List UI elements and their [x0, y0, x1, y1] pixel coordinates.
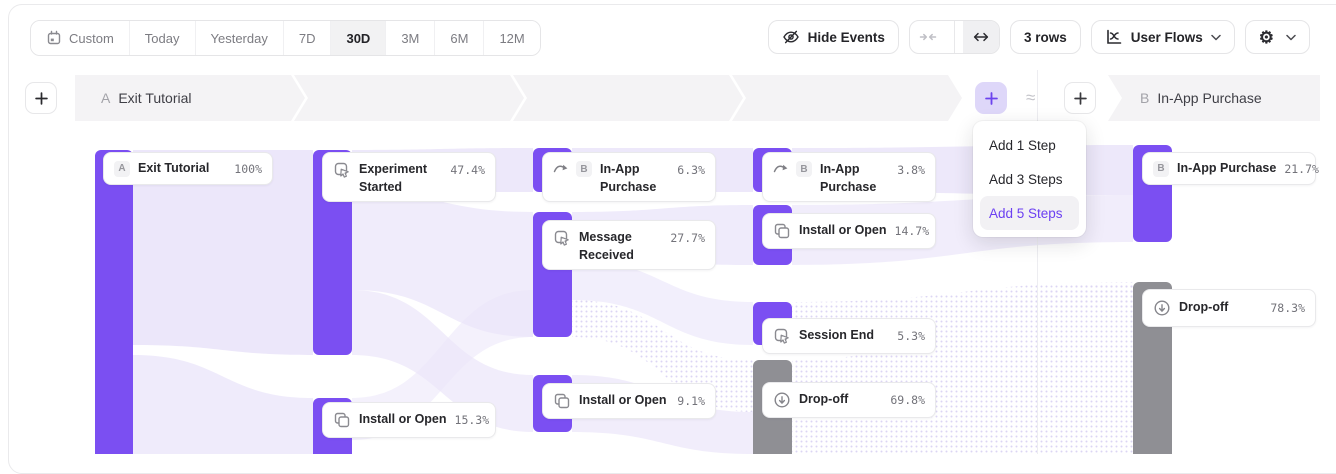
- menu-item-add-1-step[interactable]: Add 1 Step: [989, 137, 1056, 153]
- add-step-button-active[interactable]: [975, 82, 1007, 114]
- date-range-custom[interactable]: Custom: [31, 21, 129, 55]
- date-range-3m[interactable]: 3M: [385, 21, 435, 55]
- date-range-6m[interactable]: 6M: [434, 21, 484, 55]
- event-badge-a: A: [114, 160, 130, 177]
- skip-arrow-icon: [553, 161, 568, 173]
- date-range-label: 6M: [450, 30, 469, 46]
- segment-divider: [953, 21, 955, 53]
- custom-event-icon: [553, 229, 571, 247]
- date-range-label: 12M: [499, 30, 525, 46]
- calendar-icon: [47, 30, 61, 45]
- custom-event-icon: [333, 161, 351, 179]
- gear-icon: ⚙: [1258, 27, 1274, 47]
- event-badge-b: B: [796, 161, 812, 177]
- flow-bar-exit-tutorial[interactable]: [95, 150, 133, 454]
- flow-node-install-15[interactable]: Install or Open 15.3%: [322, 402, 496, 438]
- hide-events-label: Hide Events: [807, 29, 885, 45]
- hide-events-button[interactable]: Hide Events: [767, 20, 899, 54]
- step-letter: B: [1140, 90, 1150, 106]
- menu-item-add-5-steps[interactable]: Add 5 Steps: [980, 196, 1079, 230]
- step-band-label: A Exit Tutorial: [75, 75, 305, 121]
- date-range-label: Today: [144, 30, 180, 46]
- step-band-segment-3[interactable]: [513, 75, 743, 121]
- spacing-toggle: [908, 20, 1000, 54]
- view-selector-label: User Flows: [1130, 29, 1203, 45]
- date-range-label: Yesterday: [210, 30, 268, 46]
- rows-label: 3 rows: [1023, 29, 1067, 45]
- install-icon: [553, 392, 571, 410]
- plus-icon: [34, 91, 48, 105]
- view-selector[interactable]: User Flows: [1090, 20, 1235, 54]
- install-icon: [333, 411, 351, 429]
- dropoff-icon: [1153, 299, 1171, 317]
- flow-node-install-9[interactable]: Install or Open 9.1%: [542, 383, 716, 419]
- chevron-down-icon: [1211, 34, 1221, 40]
- chevron-down-icon: [1286, 34, 1296, 40]
- flow-node-exit-tutorial[interactable]: A Exit Tutorial 100%: [103, 152, 273, 185]
- date-range-label: 7D: [298, 30, 316, 46]
- approx-icon: ≈: [1026, 88, 1036, 107]
- flow-node-dropoff-78[interactable]: Drop-off 78.3%: [1142, 289, 1316, 327]
- eye-off-icon: [782, 30, 799, 44]
- flow-node-experiment-started[interactable]: Experiment Started 47.4%: [322, 152, 496, 202]
- flow-node-inapp-3[interactable]: B In-App Purchase 3.8%: [762, 152, 936, 202]
- flow-node-inapp-21[interactable]: B In-App Purchase 21.7%: [1142, 152, 1319, 185]
- flow-node-dropoff-69[interactable]: Drop-off 69.8%: [762, 382, 936, 418]
- flow-node-install-14[interactable]: Install or Open 14.7%: [762, 213, 936, 249]
- arrows-outward-icon: [973, 32, 989, 42]
- date-range-label: 30D: [346, 30, 371, 46]
- date-range-7d[interactable]: 7D: [282, 21, 331, 55]
- rows-button[interactable]: 3 rows: [1009, 20, 1081, 54]
- date-range-12m[interactable]: 12M: [483, 21, 540, 55]
- settings-menu-button[interactable]: ⚙: [1244, 20, 1310, 54]
- step-band-label: B In-App Purchase: [1108, 75, 1320, 121]
- toolbar: Custom Today Yesterday 7D 30D 3M 6M 12M …: [0, 0, 1336, 70]
- step-name: In-App Purchase: [1157, 90, 1262, 106]
- flow-canvas: A Exit Tutorial B In-App Purchase ≈ Add …: [0, 70, 1336, 454]
- step-band-segment-end[interactable]: B In-App Purchase: [1108, 75, 1320, 121]
- flow-node-message-received[interactable]: Message Received 27.7%: [542, 220, 716, 270]
- install-icon: [773, 222, 791, 240]
- add-start-step-button[interactable]: [25, 82, 57, 114]
- step-letter: A: [101, 90, 111, 106]
- plus-icon: [1073, 91, 1087, 105]
- event-badge-b: B: [1153, 160, 1169, 177]
- expand-columns-button[interactable]: [962, 21, 999, 53]
- step-name: Exit Tutorial: [118, 90, 192, 106]
- event-badge-b: B: [576, 161, 592, 177]
- step-separator-line: [1037, 70, 1038, 454]
- flow-node-session-end[interactable]: Session End 5.3%: [762, 318, 936, 354]
- arrows-inward-icon: [919, 33, 937, 41]
- date-range-yesterday[interactable]: Yesterday: [194, 21, 283, 55]
- dropoff-icon: [773, 391, 791, 409]
- plus-icon: [984, 91, 998, 105]
- user-flows-icon: [1106, 29, 1122, 44]
- add-step-menu: Add 1 Step Add 3 Steps Add 5 Steps: [973, 121, 1086, 237]
- skip-arrow-icon: [773, 161, 788, 173]
- toolbar-right-cluster: Hide Events 3 rows User Flows ⚙: [767, 20, 1310, 54]
- flow-node-inapp-6[interactable]: B In-App Purchase 6.3%: [542, 152, 716, 202]
- menu-item-add-3-steps[interactable]: Add 3 Steps: [989, 171, 1063, 187]
- step-band-segment-4[interactable]: [732, 75, 962, 121]
- date-range-today[interactable]: Today: [128, 21, 195, 55]
- custom-event-icon: [773, 327, 791, 345]
- add-end-step-button[interactable]: [1064, 82, 1096, 114]
- date-range-group: Custom Today Yesterday 7D 30D 3M 6M 12M: [30, 20, 541, 56]
- date-range-label: 3M: [401, 30, 420, 46]
- collapse-columns-button[interactable]: [910, 21, 946, 53]
- date-range-label: Custom: [69, 30, 114, 46]
- step-band-segment-1[interactable]: A Exit Tutorial: [75, 75, 305, 121]
- date-range-30d-selected[interactable]: 30D: [330, 21, 386, 55]
- step-band-segment-2[interactable]: [294, 75, 524, 121]
